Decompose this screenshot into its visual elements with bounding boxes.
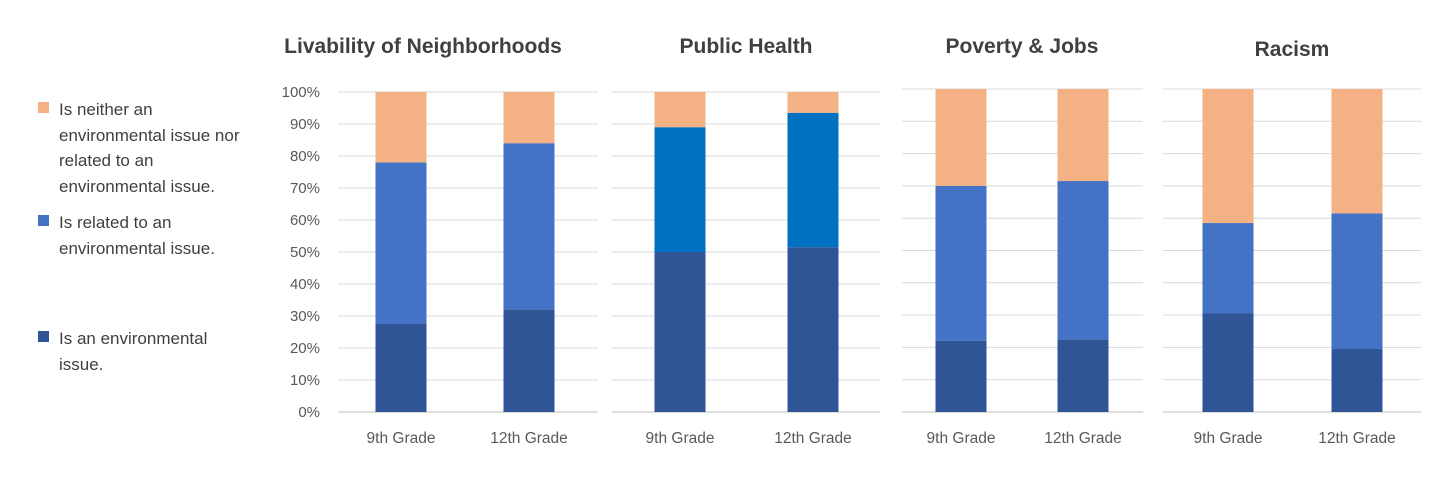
bar-poverty-jobs-12th-grade-series-2	[1057, 89, 1109, 182]
y-tick-label-3: 30%	[290, 308, 320, 325]
bar-livability-of-neighborhoods-9th-grade-series-0	[375, 324, 427, 412]
bar-livability-of-neighborhoods-12th-grade-series-0	[503, 309, 555, 412]
y-tick-label-6: 60%	[290, 212, 320, 229]
bar-public-health-12th-grade-series-0	[787, 247, 839, 412]
category-label-public-health-9th-grade: 9th Grade	[646, 430, 715, 447]
bar-racism-12th-grade-series-1	[1331, 213, 1383, 350]
category-label-racism-12th-grade: 12th Grade	[1318, 430, 1396, 447]
y-tick-label-1: 10%	[290, 372, 320, 389]
bar-racism-9th-grade-series-0	[1202, 313, 1254, 412]
bar-public-health-9th-grade-series-0	[654, 252, 706, 412]
bar-racism-12th-grade-series-2	[1331, 89, 1383, 214]
bar-racism-9th-grade-series-1	[1202, 223, 1254, 314]
category-label-racism-9th-grade: 9th Grade	[1194, 430, 1263, 447]
y-tick-label-7: 70%	[290, 180, 320, 197]
panel-title-livability-of-neighborhoods: Livability of Neighborhoods	[284, 35, 562, 58]
bar-livability-of-neighborhoods-12th-grade-series-2	[503, 92, 555, 144]
legend-item-related: Is related to an environmental issue.	[38, 210, 249, 261]
bar-poverty-jobs-9th-grade-series-1	[935, 185, 987, 341]
bar-poverty-jobs-9th-grade-series-2	[935, 89, 987, 186]
legend-item-neither: Is neither an environmental issue nor re…	[38, 97, 249, 199]
y-tick-label-2: 20%	[290, 340, 320, 357]
bar-public-health-9th-grade-series-1	[654, 127, 706, 252]
bar-livability-of-neighborhoods-12th-grade-series-1	[503, 143, 555, 310]
category-label-poverty-jobs-9th-grade: 9th Grade	[927, 430, 996, 447]
y-tick-label-8: 80%	[290, 148, 320, 165]
category-label-public-health-12th-grade: 12th Grade	[774, 430, 852, 447]
bar-public-health-9th-grade-series-2	[654, 92, 706, 128]
panel-title-poverty-jobs: Poverty & Jobs	[946, 35, 1099, 58]
legend-label-environmental: Is an environmental issue.	[59, 329, 208, 374]
legend-swatch-neither	[38, 102, 49, 113]
bar-poverty-jobs-12th-grade-series-0	[1057, 339, 1109, 412]
legend-label-related: Is related to an environmental issue.	[59, 213, 215, 258]
bar-racism-12th-grade-series-0	[1331, 349, 1383, 412]
legend-swatch-related	[38, 215, 49, 226]
category-label-livability-of-neighborhoods-12th-grade: 12th Grade	[490, 430, 568, 447]
y-tick-label-0: 0%	[298, 404, 320, 421]
bar-racism-9th-grade-series-2	[1202, 89, 1254, 224]
legend-item-environmental: Is an environmental issue.	[38, 326, 249, 377]
panel-title-racism: Racism	[1255, 38, 1330, 61]
panel-title-public-health: Public Health	[679, 35, 812, 58]
y-tick-label-10: 100%	[282, 84, 320, 101]
category-label-poverty-jobs-12th-grade: 12th Grade	[1044, 430, 1122, 447]
y-tick-label-9: 90%	[290, 116, 320, 133]
category-label-livability-of-neighborhoods-9th-grade: 9th Grade	[367, 430, 436, 447]
bar-poverty-jobs-12th-grade-series-1	[1057, 181, 1109, 340]
bar-public-health-12th-grade-series-2	[787, 92, 839, 113]
y-tick-label-4: 40%	[290, 276, 320, 293]
bar-livability-of-neighborhoods-9th-grade-series-1	[375, 162, 427, 324]
legend-label-neither: Is neither an environmental issue nor re…	[59, 100, 240, 196]
bar-public-health-12th-grade-series-1	[787, 112, 839, 248]
bar-livability-of-neighborhoods-9th-grade-series-2	[375, 92, 427, 163]
y-tick-label-5: 50%	[290, 244, 320, 261]
bar-poverty-jobs-9th-grade-series-0	[935, 340, 987, 412]
legend-swatch-environmental	[38, 331, 49, 342]
